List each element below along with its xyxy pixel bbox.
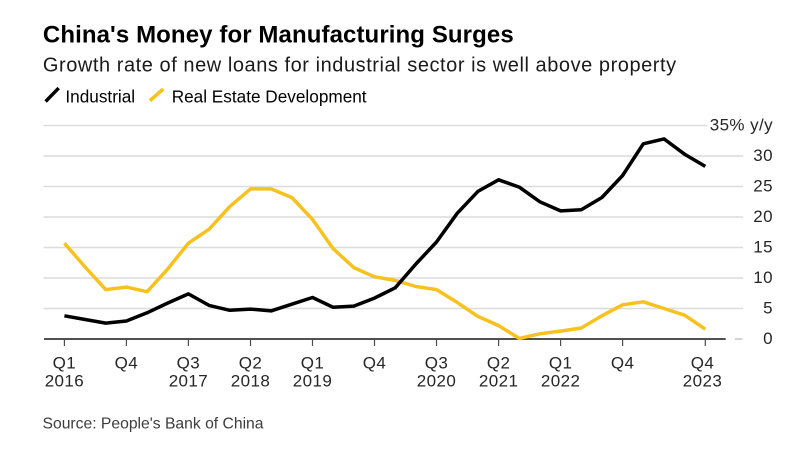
svg-text:Q4: Q4: [611, 354, 634, 373]
svg-text:Q1: Q1: [549, 354, 572, 373]
svg-text:15: 15: [753, 237, 773, 256]
svg-text:2019: 2019: [293, 371, 332, 390]
svg-text:Q1: Q1: [301, 354, 324, 373]
svg-text:2020: 2020: [417, 371, 456, 390]
svg-text:2021: 2021: [479, 371, 518, 390]
svg-text:20: 20: [753, 207, 773, 226]
svg-text:Q4: Q4: [363, 354, 386, 373]
svg-text:25: 25: [753, 176, 773, 195]
svg-text:2023: 2023: [683, 371, 722, 390]
svg-text:2018: 2018: [231, 371, 270, 390]
svg-text:Q4: Q4: [115, 354, 138, 373]
svg-text:Growth rate of new loans for i: Growth rate of new loans for industrial …: [43, 55, 677, 77]
svg-text:Q1: Q1: [53, 354, 76, 373]
svg-text:Q3: Q3: [425, 354, 448, 373]
svg-text:2017: 2017: [169, 371, 208, 390]
svg-text:30: 30: [753, 146, 773, 165]
svg-text:Industrial: Industrial: [65, 87, 135, 107]
svg-text:2022: 2022: [541, 371, 580, 390]
svg-text:2016: 2016: [45, 371, 84, 390]
svg-text:Q2: Q2: [487, 354, 510, 373]
svg-text:0: 0: [763, 329, 773, 348]
svg-text:35% y/y: 35% y/y: [710, 115, 773, 134]
svg-text:Q4: Q4: [691, 354, 714, 373]
svg-text:Real Estate Development: Real Estate Development: [172, 87, 367, 107]
svg-text:5: 5: [763, 298, 773, 317]
svg-text:Q2: Q2: [239, 354, 262, 373]
svg-text:Q3: Q3: [177, 354, 200, 373]
svg-text:Source: People's Bank of China: Source: People's Bank of China: [43, 415, 264, 432]
svg-text:China's Money for Manufacturin: China's Money for Manufacturing Surges: [43, 22, 514, 49]
svg-text:10: 10: [753, 268, 773, 287]
